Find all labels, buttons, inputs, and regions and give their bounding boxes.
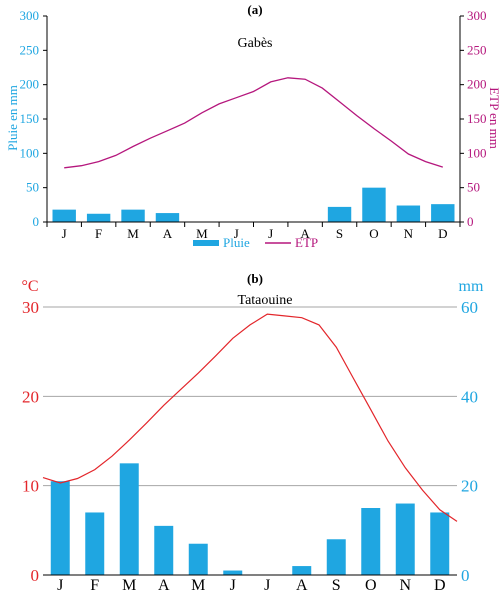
panel-a-etp-line-group xyxy=(64,77,443,169)
panel-a-left-ticks: 0 50 100 150 200 250 300 xyxy=(20,8,47,229)
month-label: N xyxy=(399,577,411,594)
month-label: S xyxy=(332,577,341,594)
right-tick-label: 20 xyxy=(461,477,478,496)
rain-bar xyxy=(223,570,243,575)
rain-bar xyxy=(326,539,346,575)
panel-a-right-axis-label: ETP en mm xyxy=(487,87,500,149)
rain-bar xyxy=(292,566,312,575)
month-label: M xyxy=(122,577,136,594)
month-label: O xyxy=(365,577,377,594)
left-tick-label: 150 xyxy=(20,111,40,126)
panel-a-gabes: (a) Gabès Pluie en mm ETP en mm 0 50 100 15… xyxy=(5,2,500,250)
left-tick-label: 50 xyxy=(26,180,39,195)
left-tick-label: 30 xyxy=(22,298,39,317)
rain-bar xyxy=(86,213,111,222)
left-tick-label: 0 xyxy=(33,214,40,229)
month-label: A xyxy=(163,226,173,241)
right-tick-label: 50 xyxy=(467,180,480,195)
rain-bar xyxy=(154,525,174,575)
right-tick-label: 0 xyxy=(467,214,474,229)
panel-a-legend: Pluie ETP xyxy=(193,235,318,250)
right-tick-label: 250 xyxy=(467,42,487,57)
right-tick-label: 300 xyxy=(467,8,487,23)
month-label: D xyxy=(438,226,447,241)
panel-b-left-axis-label: °C xyxy=(21,278,38,295)
panel-b-tataouine: (b) Tataouine °C mm 0 10 20 30 0 20 40 60 J F M A… xyxy=(21,271,484,594)
month-label: O xyxy=(369,226,378,241)
legend-pluie-label: Pluie xyxy=(223,235,250,250)
rain-bar xyxy=(430,512,450,575)
month-label: A xyxy=(158,577,170,594)
etp-line xyxy=(64,77,443,169)
month-label: D xyxy=(434,577,446,594)
right-tick-label: 150 xyxy=(467,111,487,126)
left-tick-label: 300 xyxy=(20,8,40,23)
rain-bar xyxy=(52,209,76,222)
right-tick-label: 60 xyxy=(461,298,478,317)
left-tick-label: 20 xyxy=(22,387,39,406)
month-label: J xyxy=(264,577,270,594)
month-label: J xyxy=(62,226,67,241)
panel-b-right-ticks: 0 20 40 60 xyxy=(461,298,478,585)
rain-bar xyxy=(362,187,386,222)
month-label: F xyxy=(95,226,102,241)
rain-bar xyxy=(50,481,70,575)
rain-bar xyxy=(119,463,139,575)
rain-bar xyxy=(188,543,208,575)
rain-bar xyxy=(396,205,421,222)
panel-b-title: Tataouine xyxy=(238,293,293,308)
panel-a-label: (a) xyxy=(247,2,262,17)
panel-a-rain-bars xyxy=(52,187,455,222)
month-label: J xyxy=(268,226,273,241)
rain-bar xyxy=(395,503,415,575)
rain-bar xyxy=(361,508,381,575)
left-tick-label: 250 xyxy=(20,42,40,57)
panel-b-left-ticks: 0 10 20 30 xyxy=(22,298,39,585)
month-label: F xyxy=(90,577,99,594)
right-tick-label: 40 xyxy=(461,387,478,406)
month-label: A xyxy=(296,577,308,594)
panel-a-title: Gabès xyxy=(238,36,273,51)
panel-a-left-axis-label: Pluie en mm xyxy=(5,85,20,151)
panel-b-gridlines xyxy=(43,306,457,487)
legend-etp-label: ETP xyxy=(295,235,318,250)
panel-b-label: (b) xyxy=(247,271,263,286)
legend-pluie-swatch xyxy=(193,240,219,246)
month-label: M xyxy=(196,226,208,241)
month-label: J xyxy=(234,226,239,241)
rain-bar xyxy=(121,209,145,222)
month-label: J xyxy=(230,577,236,594)
left-tick-label: 100 xyxy=(20,145,40,160)
left-tick-label: 10 xyxy=(22,477,39,496)
right-tick-label: 200 xyxy=(467,77,487,92)
right-tick-label: 100 xyxy=(467,145,487,160)
panel-b-rain-bars xyxy=(50,463,450,575)
month-label: N xyxy=(404,226,414,241)
rain-bar xyxy=(327,206,352,222)
month-label: M xyxy=(127,226,139,241)
month-label: S xyxy=(336,226,343,241)
rain-bar xyxy=(155,213,180,222)
left-tick-label: 200 xyxy=(20,77,40,92)
month-label: M xyxy=(191,577,205,594)
month-label: J xyxy=(57,577,63,594)
temperature-line xyxy=(42,313,458,522)
panel-a-right-ticks: 0 50 100 150 200 250 300 xyxy=(460,8,487,229)
month-label: A xyxy=(300,226,310,241)
panel-b-right-axis-label: mm xyxy=(459,278,484,295)
panel-b-temperature-line-group xyxy=(42,313,458,522)
left-tick-label: 0 xyxy=(31,566,40,585)
rain-bar xyxy=(85,512,105,575)
right-tick-label: 0 xyxy=(461,566,470,585)
rain-bar xyxy=(431,204,455,222)
